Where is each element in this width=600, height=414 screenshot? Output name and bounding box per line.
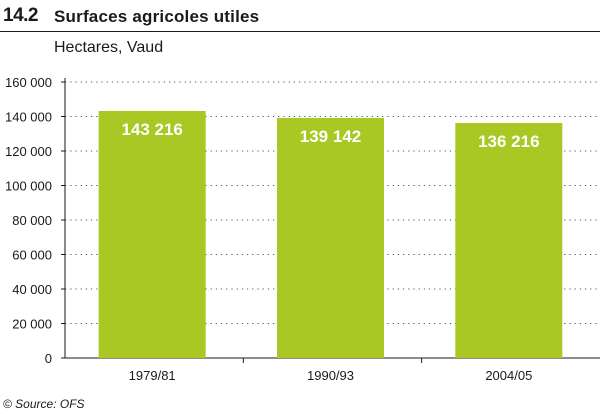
figure-header: 14.2 Surfaces agricoles utiles bbox=[0, 0, 600, 36]
y-tick-label: 120 000 bbox=[5, 144, 52, 159]
x-tick-label: 1990/93 bbox=[307, 368, 354, 383]
bar-value-label: 143 216 bbox=[121, 120, 182, 139]
y-tick-label: 20 000 bbox=[12, 317, 52, 332]
y-tick-label: 40 000 bbox=[12, 282, 52, 297]
x-tick-label: 1979/81 bbox=[129, 368, 176, 383]
header-rule bbox=[0, 31, 600, 32]
bar bbox=[277, 117, 384, 359]
x-tick-label: 2004/05 bbox=[485, 368, 532, 383]
bar-value-label: 136 216 bbox=[478, 132, 539, 151]
figure-number: 14.2 bbox=[3, 5, 38, 26]
chart-subtitle: Hectares, Vaud bbox=[54, 39, 164, 56]
bar bbox=[455, 123, 563, 358]
y-tick-label: 100 000 bbox=[5, 179, 52, 194]
bar bbox=[98, 110, 206, 359]
y-tick-label: 160 000 bbox=[5, 75, 52, 90]
figure-title: Surfaces agricoles utiles bbox=[54, 7, 260, 26]
y-tick-label: 60 000 bbox=[12, 248, 52, 263]
source-note: © Source: OFS bbox=[3, 397, 85, 411]
y-tick-label: 0 bbox=[45, 351, 52, 366]
y-tick-label: 80 000 bbox=[12, 213, 52, 228]
y-tick-label: 140 000 bbox=[5, 110, 52, 125]
bar-value-label: 139 142 bbox=[300, 127, 361, 146]
